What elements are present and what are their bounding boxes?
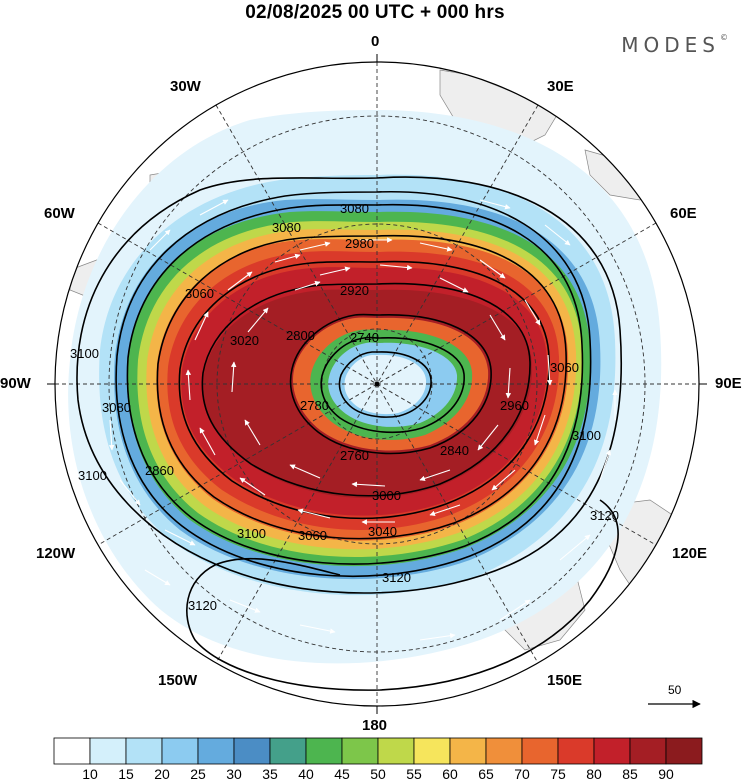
lon-label-90e: 90E bbox=[715, 375, 742, 392]
lon-label-120w: 120W bbox=[36, 545, 76, 562]
colorbar-tick-label: 30 bbox=[226, 766, 242, 782]
map-title: 02/08/2025 00 UTC + 000 hrs bbox=[245, 2, 505, 23]
colorbar-tick-label: 45 bbox=[334, 766, 350, 782]
lon-label-30w: 30W bbox=[170, 78, 201, 95]
pole-marker bbox=[374, 381, 380, 387]
lon-label-150w: 150W bbox=[158, 672, 198, 689]
lon-label-30e: 30E bbox=[547, 78, 574, 95]
wind-speed-shading bbox=[68, 110, 662, 664]
contour-label: 3080 bbox=[102, 400, 131, 415]
contour-label: 3080 bbox=[272, 220, 301, 235]
contour-label: 2960 bbox=[500, 398, 529, 413]
contour-label: 3080 bbox=[340, 201, 369, 216]
contour-label: 3060 bbox=[298, 528, 327, 543]
colorbar-tick-label: 65 bbox=[478, 766, 494, 782]
colorbar-tick-label: 50 bbox=[370, 766, 386, 782]
colorbar-tick-label: 25 bbox=[190, 766, 206, 782]
lon-label-60e: 60E bbox=[670, 205, 697, 222]
colorbar-tick-label: 10 bbox=[82, 766, 98, 782]
lon-label-120e: 120E bbox=[672, 545, 708, 562]
contour-label: 3100 bbox=[78, 468, 107, 483]
contour-label: 2980 bbox=[345, 236, 374, 251]
contour-label: 3120 bbox=[590, 508, 619, 523]
lon-label-0: 0 bbox=[371, 33, 380, 50]
contour-label: 3100 bbox=[572, 428, 601, 443]
boundary-ticks bbox=[47, 54, 707, 714]
colorbar-tick-label: 90 bbox=[658, 766, 674, 782]
contour-label: 3000 bbox=[372, 488, 401, 503]
contour-labels: 3080 3080 3060 3100 3080 3100 3100 3120 … bbox=[70, 201, 619, 613]
contour-label: 3100 bbox=[70, 346, 99, 361]
wind-vectors bbox=[108, 199, 618, 641]
colorbar-tick-label: 70 bbox=[514, 766, 530, 782]
contour-label: 3060 bbox=[185, 286, 214, 301]
contour-label: 2860 bbox=[145, 463, 174, 478]
colorbar-tick-label: 40 bbox=[298, 766, 314, 782]
contour-label: 3020 bbox=[230, 333, 259, 348]
contour-label: 2840 bbox=[440, 443, 469, 458]
contour-label: 2780 bbox=[300, 398, 329, 413]
colorbar-tick-label: 60 bbox=[442, 766, 458, 782]
contour-label: 2920 bbox=[340, 283, 369, 298]
contour-label: 2740 bbox=[350, 330, 379, 345]
colorbar-tick-label: 80 bbox=[586, 766, 602, 782]
colorbar-tick-label: 55 bbox=[406, 766, 422, 782]
contour-label: 2800 bbox=[286, 328, 315, 343]
contour-label: 3120 bbox=[188, 598, 217, 613]
lon-label-180: 180 bbox=[362, 717, 388, 734]
reference-vector-label: 50 bbox=[668, 683, 682, 697]
contour-label: 2760 bbox=[340, 448, 369, 463]
contour-label: 3040 bbox=[368, 524, 397, 539]
height-contours bbox=[76, 176, 623, 691]
contour-label: 3120 bbox=[382, 570, 411, 585]
lon-label-60w: 60W bbox=[44, 205, 75, 222]
colorbar-tick-label: 15 bbox=[118, 766, 134, 782]
colorbar-tick-label: 75 bbox=[550, 766, 566, 782]
contour-label: 3100 bbox=[237, 526, 266, 541]
lon-label-150e: 150E bbox=[547, 672, 583, 689]
colorbar-tick-label: 35 bbox=[262, 766, 278, 782]
colorbar-tick-label: 85 bbox=[622, 766, 638, 782]
contour-label: 3060 bbox=[550, 360, 579, 375]
lon-label-90w: 90W bbox=[0, 375, 31, 392]
colorbar-tick-label: 20 bbox=[154, 766, 170, 782]
brand-logo: MODES© bbox=[621, 33, 728, 57]
